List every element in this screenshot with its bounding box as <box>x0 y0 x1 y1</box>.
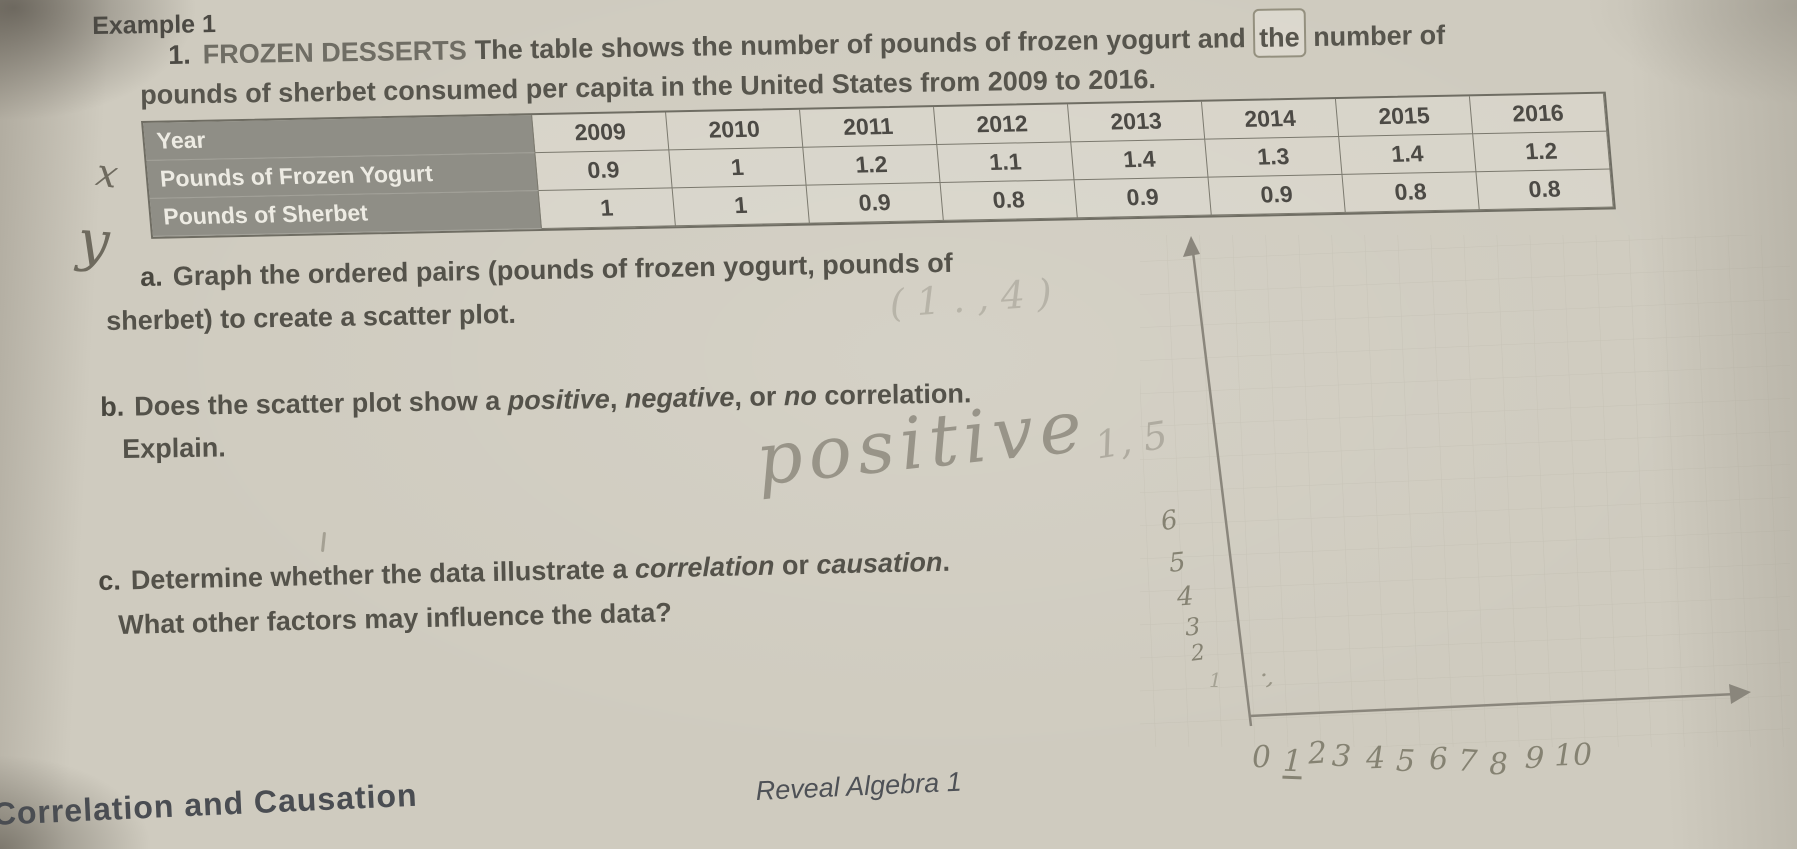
lesson-title: Correlation and Causation <box>0 776 419 832</box>
table-cell-yogurt: 1.1 <box>937 142 1075 183</box>
problem-statement-line1: 1. FROZEN DESSERTS The table shows the num… <box>168 8 1446 71</box>
table-cell-yogurt: 1.3 <box>1205 136 1343 178</box>
question-b-label: b. <box>100 391 125 422</box>
problem-text-end: number of <box>1305 19 1446 53</box>
table-cell-yogurt: 1.2 <box>803 145 941 186</box>
table-cell-yogurt: 1 <box>669 147 807 189</box>
handwritten-y-annotation: y <box>75 208 112 276</box>
table-cell-year: 2010 <box>666 109 804 151</box>
y-axis-line <box>1191 251 1253 727</box>
handwritten-y-tick: 3 <box>1183 612 1202 642</box>
problem-number: 1. <box>168 39 191 70</box>
table-cell-year: 2011 <box>800 107 938 148</box>
graph-paper-grid <box>1140 235 1790 747</box>
question-a-label: a. <box>140 261 164 292</box>
stray-pencil-mark <box>320 531 327 553</box>
table-cell-year: 2016 <box>1469 93 1608 135</box>
question-c-italic-correlation: correlation <box>634 550 775 584</box>
table-cell-year: 2014 <box>1201 99 1340 140</box>
example-heading: Example 1 <box>92 10 217 40</box>
handwritten-y-tick: 2 <box>1189 640 1207 667</box>
frozen-desserts-table: Year 2009 2010 2011 2012 2013 2014 2015 … <box>141 91 1616 239</box>
table-cell-yogurt: 1.4 <box>1339 134 1477 175</box>
handwritten-x-tick: 9 <box>1524 740 1545 777</box>
problem-text: The table shows the number of pounds of … <box>474 22 1254 66</box>
question-c-italic-causation: causation <box>816 546 943 580</box>
question-c-label: c. <box>98 565 122 596</box>
question-a-line1: a. Graph the ordered pairs (pounds of fro… <box>140 248 953 293</box>
question-b-text: Does the scatter plot show a <box>133 385 509 422</box>
handwritten-x-tick: 5 <box>1395 743 1416 780</box>
handwritten-x-tick: 10 <box>1553 737 1593 774</box>
table-cell-sherbet: 0.8 <box>1342 172 1480 213</box>
question-a-line2: sherbet) to create a scatter plot. <box>106 298 517 336</box>
cursor-boxed-word: the <box>1252 8 1306 58</box>
question-b-line2: Explain. <box>122 432 226 464</box>
table-cell-year: 2009 <box>532 112 670 154</box>
handwritten-x-tick: 4 <box>1365 740 1386 777</box>
scatter-plot-area <box>1140 235 1790 747</box>
question-c-text: . <box>942 546 951 577</box>
question-c-line2: What other factors may influence the dat… <box>118 597 673 640</box>
handwritten-y-tick: 4 <box>1175 581 1195 613</box>
handwritten-x-annotation: x <box>93 150 122 197</box>
x-axis-line <box>1248 692 1738 718</box>
brand-title: Reveal Algebra 1 <box>755 766 963 806</box>
handwritten-x-tick: 3 <box>1331 738 1352 775</box>
question-b-italic-positive: positive <box>507 383 611 416</box>
handwritten-x-tick: 2 <box>1306 735 1329 772</box>
table-cell-sherbet: 0.9 <box>1074 177 1212 219</box>
question-a-text: Graph the ordered pairs (pounds of froze… <box>172 247 953 292</box>
table-cell-sherbet: 0.8 <box>1476 169 1614 211</box>
table-cell-year: 2012 <box>934 104 1072 146</box>
table-cell-year: 2015 <box>1335 96 1474 137</box>
handwritten-x-tick: 8 <box>1488 746 1509 783</box>
question-b-italic-no: no <box>783 380 818 412</box>
table-cell-yogurt: 1.2 <box>1473 131 1611 173</box>
question-b-italic-negative: negative <box>624 382 735 414</box>
table-cell-yogurt: 1.4 <box>1071 139 1209 181</box>
table-cell-sherbet: 0.8 <box>940 180 1078 221</box>
table-cell-sherbet: 1 <box>672 185 810 227</box>
table-cell-year: 2013 <box>1067 101 1206 143</box>
handwritten-x-tick: 0 <box>1251 739 1272 776</box>
table-cell-sherbet: 0.9 <box>1208 174 1346 216</box>
table-cell-sherbet: 1 <box>538 188 676 229</box>
handwritten-x-tick: 6 <box>1428 741 1449 778</box>
question-c-line1: c. Determine whether the data illustrate … <box>98 547 950 597</box>
handwritten-y-tick: 1 <box>1209 668 1222 692</box>
x-axis-arrow-icon <box>1729 684 1751 704</box>
handwritten-y-tick: 5 <box>1167 547 1188 579</box>
handwritten-x-tick: 7 <box>1456 743 1479 780</box>
handwritten-x-tick: 1 <box>1282 743 1303 780</box>
question-b-text: , or <box>734 381 785 413</box>
question-c-text: Determine whether the data illustrate a <box>130 553 636 596</box>
table-cell-sherbet: 0.9 <box>806 182 944 224</box>
question-b-text: , <box>609 383 626 414</box>
y-axis-arrow-icon <box>1183 236 1200 257</box>
question-c-text: or <box>774 549 817 581</box>
table-cell-yogurt: 0.9 <box>535 150 673 192</box>
table-row-label-sherbet: Pounds of Sherbet <box>149 191 542 237</box>
problem-keyword: FROZEN DESSERTS <box>202 35 467 70</box>
